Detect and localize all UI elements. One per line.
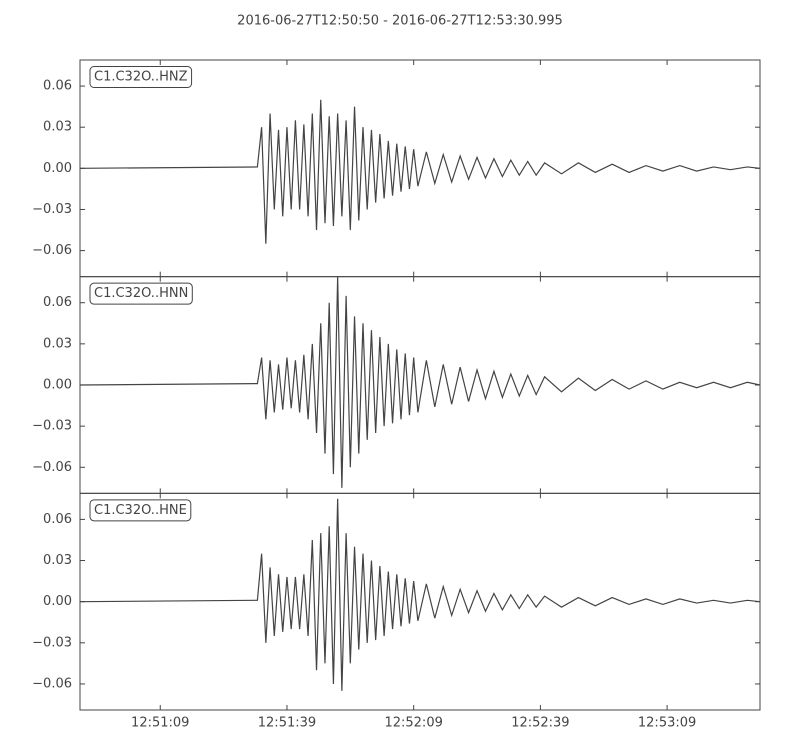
y-tick-label: 0.06 bbox=[43, 79, 72, 94]
x-tick-label: 12:51:39 bbox=[258, 716, 316, 731]
x-tick-label: 12:51:09 bbox=[131, 716, 189, 731]
trace-label: C1.C32O..HNZ bbox=[94, 70, 188, 85]
waveform bbox=[79, 99, 761, 244]
y-tick-label: 0.06 bbox=[43, 295, 72, 310]
y-tick-label: 0.03 bbox=[43, 120, 72, 135]
x-tick-label: 12:53:09 bbox=[638, 716, 696, 731]
y-tick-label: −0.03 bbox=[32, 635, 72, 650]
y-tick-label: −0.03 bbox=[32, 202, 72, 217]
x-tick-label: 12:52:39 bbox=[511, 716, 569, 731]
waveform bbox=[79, 276, 761, 488]
plot-frame bbox=[79, 59, 761, 278]
y-tick-label: 0.03 bbox=[43, 553, 72, 568]
y-tick-label: 0.06 bbox=[43, 512, 72, 527]
y-tick-label: −0.06 bbox=[32, 676, 72, 691]
y-tick-label: 0.03 bbox=[43, 336, 72, 351]
trace-label-box bbox=[89, 66, 193, 88]
trace-label: C1.C32O..HNN bbox=[94, 286, 188, 301]
y-tick-label: −0.06 bbox=[32, 243, 72, 258]
plot-frame bbox=[79, 492, 761, 711]
y-tick-label: 0.00 bbox=[43, 161, 72, 176]
chart-title: 2016-06-27T12:50:50 - 2016-06-27T12:53:3… bbox=[237, 14, 563, 29]
y-tick-label: 0.00 bbox=[43, 378, 72, 393]
y-tick-label: −0.06 bbox=[32, 460, 72, 475]
trace-label: C1.C32O..HNE bbox=[94, 503, 187, 518]
y-tick-label: −0.03 bbox=[32, 419, 72, 434]
trace-label-box bbox=[89, 282, 193, 305]
x-tick-label: 12:52:09 bbox=[384, 716, 442, 731]
trace-label-box bbox=[89, 499, 192, 522]
plot-frame bbox=[79, 276, 761, 494]
y-tick-label: 0.00 bbox=[43, 594, 72, 609]
waveform bbox=[79, 498, 761, 691]
